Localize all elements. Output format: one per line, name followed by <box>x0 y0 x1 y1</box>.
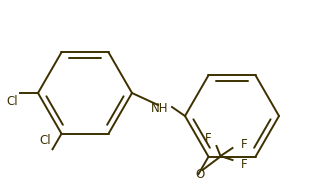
Text: F: F <box>205 131 212 145</box>
Text: Cl: Cl <box>39 134 50 147</box>
Text: F: F <box>240 137 247 151</box>
Text: O: O <box>195 168 204 180</box>
Text: Cl: Cl <box>6 95 18 108</box>
Text: NH: NH <box>151 102 169 114</box>
Text: F: F <box>240 157 247 171</box>
